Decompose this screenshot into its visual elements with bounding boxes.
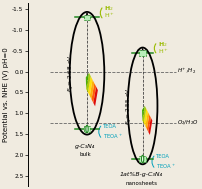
Text: H$^+$: H$^+$ bbox=[104, 11, 115, 20]
Circle shape bbox=[86, 125, 88, 133]
Polygon shape bbox=[92, 83, 96, 103]
Bar bbox=[139, 156, 146, 162]
Text: bulk: bulk bbox=[79, 152, 91, 157]
Polygon shape bbox=[90, 80, 94, 99]
Text: H$_2$: H$_2$ bbox=[104, 4, 114, 13]
Bar bbox=[84, 15, 90, 20]
Polygon shape bbox=[147, 115, 151, 132]
Text: H$^+$/H$_2$: H$^+$/H$_2$ bbox=[177, 67, 196, 76]
Polygon shape bbox=[148, 118, 152, 135]
Polygon shape bbox=[88, 76, 93, 96]
Polygon shape bbox=[142, 106, 146, 123]
Text: TEOA$^+$: TEOA$^+$ bbox=[156, 162, 176, 171]
Text: H$_2$: H$_2$ bbox=[158, 40, 168, 49]
Text: TEOA: TEOA bbox=[103, 124, 117, 129]
Text: nanosheets: nanosheets bbox=[125, 181, 157, 186]
Polygon shape bbox=[93, 87, 98, 106]
Bar bbox=[139, 50, 146, 56]
Circle shape bbox=[142, 155, 144, 163]
Text: TEOA: TEOA bbox=[156, 154, 170, 159]
Polygon shape bbox=[142, 106, 145, 120]
Text: O$_2$/H$_2$O: O$_2$/H$_2$O bbox=[177, 118, 199, 127]
Polygon shape bbox=[86, 73, 89, 89]
Polygon shape bbox=[145, 112, 149, 129]
Bar bbox=[84, 126, 90, 132]
Text: 1at%B-g-C₃N₄: 1at%B-g-C₃N₄ bbox=[120, 172, 163, 177]
Text: $E_g$= 2.55 eV: $E_g$= 2.55 eV bbox=[125, 87, 135, 125]
Polygon shape bbox=[144, 109, 148, 126]
Text: H$^+$: H$^+$ bbox=[158, 47, 169, 56]
Text: $E_g$= 2.68 eV: $E_g$= 2.68 eV bbox=[66, 54, 77, 92]
Polygon shape bbox=[86, 73, 91, 92]
Text: TEOA$^+$: TEOA$^+$ bbox=[103, 132, 123, 141]
Y-axis label: Potential vs. NHE (V) pH=0: Potential vs. NHE (V) pH=0 bbox=[3, 47, 9, 142]
Text: g-C₃N₄: g-C₃N₄ bbox=[75, 144, 95, 149]
